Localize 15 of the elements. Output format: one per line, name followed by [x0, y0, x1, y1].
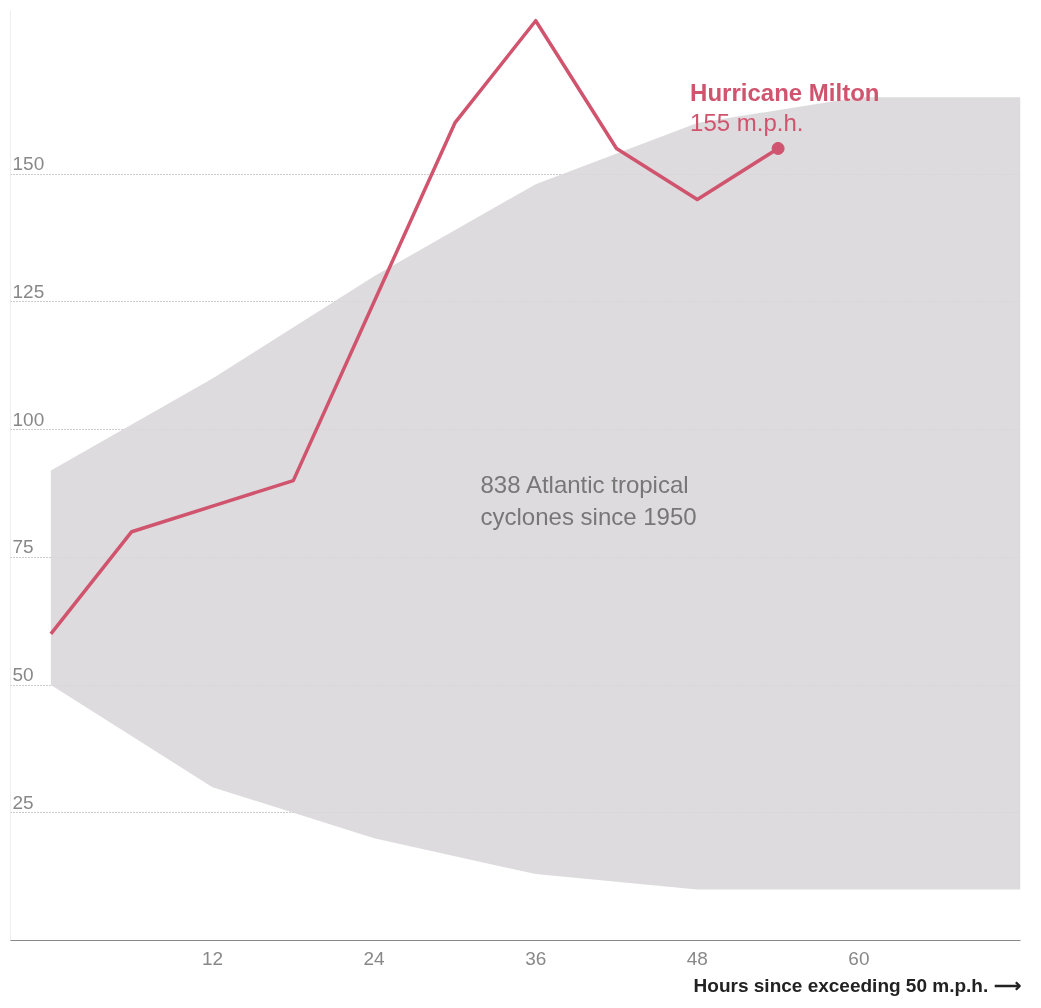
x-tick-label: 48 [686, 947, 708, 969]
y-tick-label: 100 [12, 408, 45, 430]
y-tick-label: 125 [12, 280, 45, 302]
y-tick-label: 75 [12, 536, 34, 558]
y-tick-label: 25 [12, 791, 34, 813]
x-tick-label: 60 [848, 947, 870, 969]
y-tick-label: 150 [12, 153, 45, 175]
annotation: 155 m.p.h. [690, 109, 804, 137]
text: Hurricane Milton [690, 79, 880, 107]
x-tick-label: 24 [363, 947, 386, 969]
x-tick-label: 36 [525, 947, 547, 969]
x-tick-label: 12 [201, 947, 224, 969]
x-axis-title: Hours since exceeding 50 m.p.h. ⟶ [693, 974, 1021, 996]
annotation: 838 Atlantic tropical cyclones since 1950 [480, 470, 697, 531]
y-tick-label: 50 [12, 664, 34, 686]
